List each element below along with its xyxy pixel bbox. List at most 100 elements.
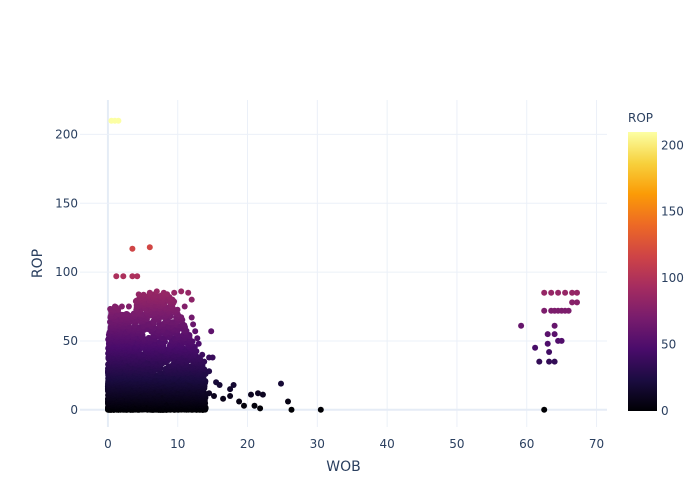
colorbar-tick-label: 0 xyxy=(661,404,669,418)
x-tick-label: 40 xyxy=(379,437,394,451)
data-point xyxy=(278,380,284,387)
data-point xyxy=(548,289,555,296)
y-tick-label: 150 xyxy=(55,196,78,210)
y-axis-title: ROP xyxy=(30,249,46,278)
data-point xyxy=(285,398,291,405)
data-point xyxy=(558,337,565,344)
data-point xyxy=(107,306,114,312)
data-point xyxy=(194,335,201,342)
data-point xyxy=(565,307,572,314)
data-point xyxy=(169,319,176,326)
data-point xyxy=(541,406,548,413)
data-point xyxy=(211,393,217,399)
data-point xyxy=(201,358,208,365)
x-tick-label: 10 xyxy=(170,437,185,451)
data-point xyxy=(113,273,120,280)
colorbar-tick-label: 150 xyxy=(661,205,684,219)
data-point xyxy=(562,289,569,296)
colorbar-title: ROP xyxy=(628,111,653,125)
data-point xyxy=(255,390,261,397)
data-point xyxy=(288,406,295,413)
data-point xyxy=(208,328,215,335)
data-point xyxy=(146,289,153,296)
data-point xyxy=(569,289,576,296)
data-point xyxy=(178,288,185,295)
data-point xyxy=(555,289,562,296)
x-tick-label: 20 xyxy=(240,437,255,451)
x-tick-label: 50 xyxy=(449,437,464,451)
data-point xyxy=(227,386,234,393)
data-point xyxy=(190,321,197,328)
data-point xyxy=(551,331,558,338)
x-tick-label: 30 xyxy=(310,437,325,451)
data-point xyxy=(236,398,243,405)
y-axis-ticks: 0 50 100 150 200 xyxy=(55,127,78,416)
data-point xyxy=(153,288,160,295)
data-point xyxy=(317,406,324,413)
x-axis-ticks: 0 10 20 30 40 50 60 70 xyxy=(104,437,604,451)
data-point xyxy=(546,349,553,355)
y-tick-label: 50 xyxy=(63,334,78,348)
data-point xyxy=(123,311,130,317)
data-point xyxy=(536,358,543,365)
data-points xyxy=(104,117,580,413)
data-point xyxy=(188,296,195,303)
data-point xyxy=(259,391,266,398)
colorbar-tick-label: 50 xyxy=(661,338,676,352)
data-point xyxy=(251,402,258,409)
data-point xyxy=(146,244,153,251)
data-point xyxy=(227,393,234,399)
colorbar-gradient xyxy=(628,132,657,411)
data-point xyxy=(532,344,539,351)
data-point xyxy=(181,303,188,310)
data-point xyxy=(199,351,206,358)
data-point xyxy=(544,331,551,338)
data-point xyxy=(115,117,122,124)
data-point xyxy=(220,395,227,402)
data-point xyxy=(118,303,125,310)
y-tick-label: 200 xyxy=(55,127,78,141)
data-point xyxy=(230,382,237,388)
data-point xyxy=(206,390,213,397)
colorbar: ROP 0 50 100 150 200 xyxy=(628,111,684,418)
data-point xyxy=(257,405,264,412)
data-point xyxy=(125,303,132,310)
data-point xyxy=(129,273,136,280)
colorbar-ticks: 0 50 100 150 200 xyxy=(661,138,684,418)
data-point xyxy=(120,273,127,280)
grid-lines xyxy=(80,100,607,427)
data-point xyxy=(195,340,202,347)
y-tick-label: 100 xyxy=(55,265,78,279)
x-axis-title: WOB xyxy=(326,459,360,475)
y-tick-label: 0 xyxy=(70,403,78,417)
data-point xyxy=(574,289,580,296)
data-point xyxy=(209,354,216,361)
data-point xyxy=(188,314,195,321)
x-tick-label: 70 xyxy=(589,437,604,451)
colorbar-tick-label: 200 xyxy=(661,138,684,152)
data-point xyxy=(192,328,199,335)
data-point xyxy=(171,289,178,296)
x-tick-label: 0 xyxy=(104,437,112,451)
data-point xyxy=(213,379,220,386)
data-point xyxy=(551,322,558,329)
data-point xyxy=(134,273,141,280)
data-point xyxy=(541,289,548,296)
data-point xyxy=(111,303,118,310)
data-point xyxy=(518,322,525,329)
data-point xyxy=(185,289,192,296)
colorbar-tick-label: 100 xyxy=(661,271,684,285)
data-point xyxy=(129,245,136,252)
data-point xyxy=(544,340,551,347)
data-point xyxy=(569,299,576,306)
data-point xyxy=(160,289,167,296)
data-point xyxy=(541,307,548,314)
data-point xyxy=(546,358,553,365)
data-point xyxy=(206,368,213,375)
data-point xyxy=(574,299,580,306)
data-point xyxy=(241,402,247,409)
data-point xyxy=(248,391,254,398)
data-point xyxy=(145,334,152,341)
data-point xyxy=(135,291,142,298)
